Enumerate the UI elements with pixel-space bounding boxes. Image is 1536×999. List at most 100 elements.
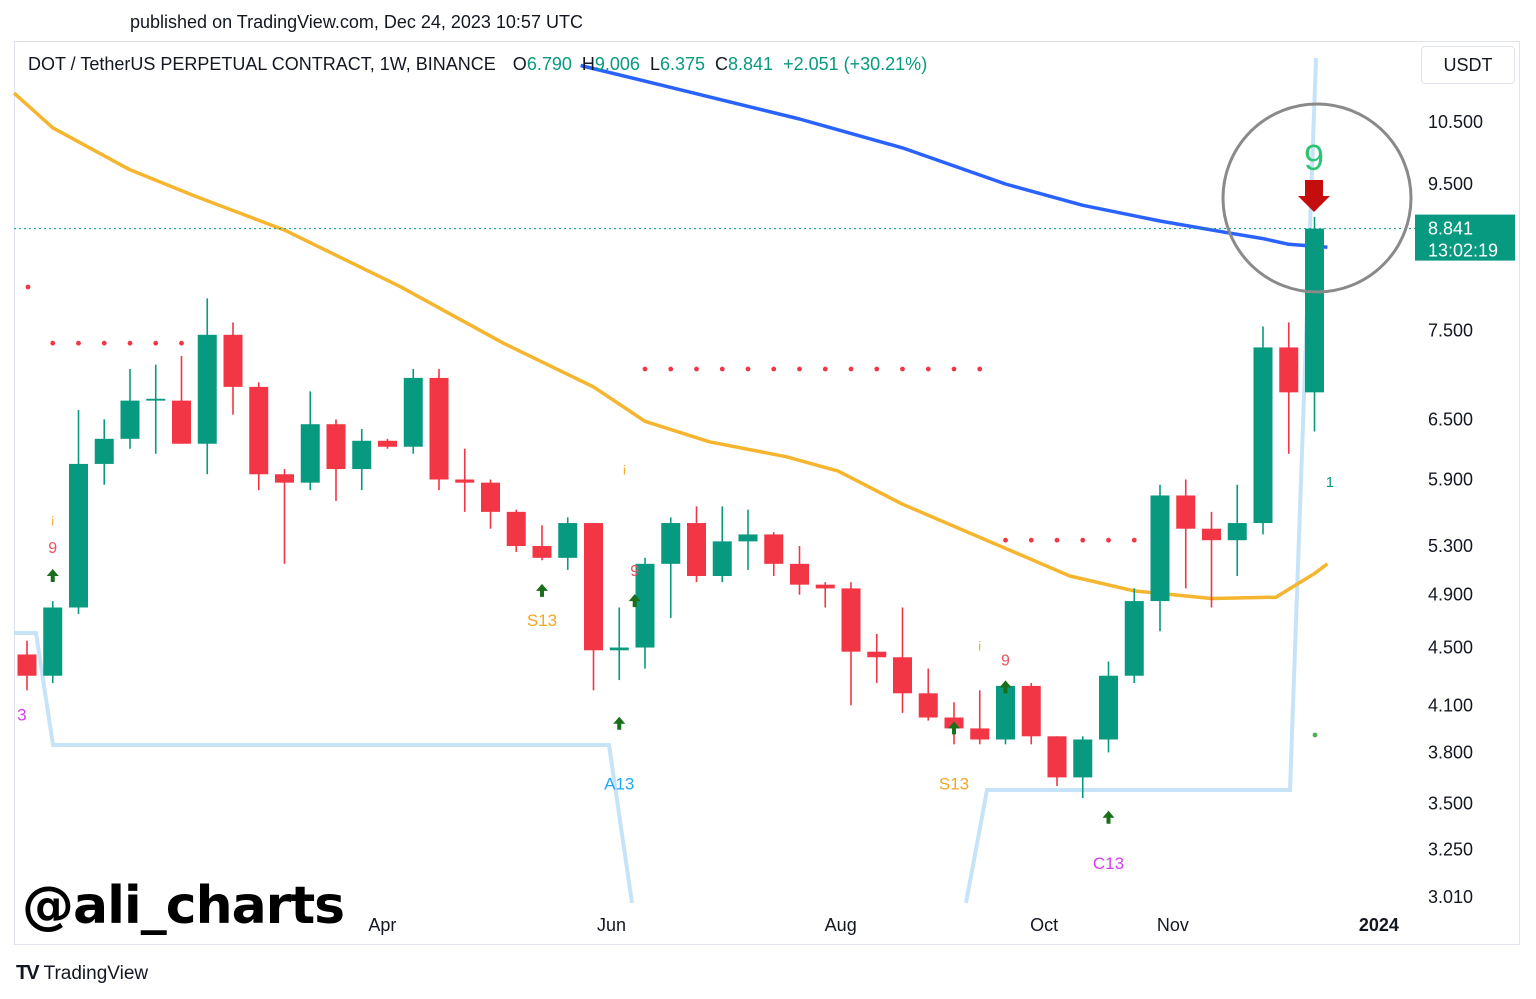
- ma-line-2: [580, 63, 1328, 249]
- x-tick-label: Jun: [597, 915, 626, 935]
- candles: [17, 217, 1324, 799]
- buy-arrow-icon: [1102, 810, 1115, 824]
- candle-down: [687, 523, 706, 577]
- resistance-dot: [1106, 537, 1111, 543]
- td-label: C13: [1093, 854, 1124, 873]
- price-badge: [1415, 214, 1515, 261]
- footer-brand: TV TradingView: [16, 962, 148, 985]
- resistance-dot: [1003, 537, 1008, 543]
- price-badge-value: 8.841: [1428, 219, 1473, 239]
- candle-up: [146, 398, 166, 401]
- candle-up: [197, 334, 217, 444]
- y-tick-label: 9.500: [1428, 174, 1473, 194]
- candle-down: [815, 584, 835, 589]
- resistance-dot: [127, 340, 133, 346]
- resistance-dots: [25, 284, 1318, 738]
- highlight-circle: [1221, 102, 1413, 294]
- candle-down: [275, 474, 294, 483]
- candle-down: [867, 651, 887, 658]
- resistance-dot: [694, 366, 699, 372]
- resistance-dot: [50, 340, 56, 346]
- candle-down: [918, 693, 938, 718]
- candle-down: [429, 377, 449, 480]
- candle-up: [558, 523, 578, 558]
- td-sequential-labels: 9 i S13 i 9 A13 S13 i 9 C13 1 3: [17, 462, 1334, 873]
- open-value: 6.790: [526, 54, 572, 74]
- x-tick-label: Oct: [1030, 915, 1058, 935]
- change-value: +2.051 (+30.21%): [783, 54, 928, 74]
- buy-arrow-icon: [613, 716, 626, 730]
- candle-down: [455, 479, 475, 483]
- candle-up: [1073, 739, 1093, 778]
- resistance-dot: [900, 366, 905, 372]
- candle-down: [249, 386, 269, 475]
- td-label: 9: [630, 563, 639, 580]
- candle-down: [790, 563, 809, 585]
- buy-arrow-icon: [628, 594, 641, 608]
- resistance-dot: [668, 366, 674, 372]
- candle-up: [712, 541, 732, 577]
- low-label: L: [649, 54, 660, 74]
- buy-arrow-icon: [948, 721, 960, 735]
- resistance-dot: [848, 366, 854, 372]
- buy-arrow-icon: [46, 569, 59, 583]
- resistance-dot: [771, 366, 777, 372]
- resistance-dot: [977, 366, 983, 372]
- open-label: O: [512, 54, 527, 74]
- candle-down: [223, 334, 243, 387]
- y-tick-label: 4.100: [1428, 695, 1473, 715]
- support-line-2: [964, 57, 1318, 904]
- resistance-dot: [76, 340, 81, 346]
- candle-up: [94, 438, 114, 464]
- candle-down: [506, 511, 526, 547]
- published-note: published on TradingView.com, Dec 24, 20…: [130, 12, 583, 32]
- tradingview-logo-icon: TV: [16, 962, 40, 984]
- candle-up: [738, 534, 758, 542]
- candle-up: [1124, 601, 1144, 676]
- candle-down: [584, 523, 603, 651]
- resistance-dot: [179, 340, 184, 346]
- candle-down: [172, 400, 191, 444]
- candle-down: [1047, 736, 1067, 778]
- high-value: 9.006: [594, 54, 640, 74]
- buy-arrow-icon: [536, 583, 548, 597]
- candle-up: [1253, 347, 1273, 524]
- candle-down: [1279, 347, 1299, 393]
- currency-button[interactable]: USDT: [1421, 46, 1515, 84]
- author-watermark: @ali_charts: [22, 876, 345, 936]
- symbol-title: DOT / TetherUS PERPETUAL CONTRACT, 1W, B…: [28, 54, 496, 74]
- td-label: i: [623, 462, 626, 477]
- td-label: i: [51, 513, 54, 528]
- td-label: 9: [48, 540, 57, 557]
- candle-down: [532, 546, 552, 558]
- y-tick-label: 6.500: [1428, 409, 1473, 429]
- close-label: C: [715, 54, 729, 74]
- resistance-dot: [925, 366, 931, 372]
- resistance-dot: [874, 366, 880, 372]
- support-dot: [1312, 732, 1318, 738]
- chart-frame: [14, 41, 1520, 945]
- td-label: S13: [527, 611, 557, 630]
- y-tick-label: 4.900: [1428, 585, 1473, 605]
- candle-up: [609, 647, 629, 651]
- axes: 10.500 9.500 7.500 6.500 5.900 5.300 4.900 4.50…: [14, 112, 1515, 935]
- resistance-dot: [153, 340, 159, 346]
- candle-down: [1021, 685, 1041, 737]
- resistance-dot: [797, 366, 802, 372]
- td-label: i: [978, 638, 981, 653]
- x-tick-label: Aug: [825, 915, 857, 935]
- y-tick-label: 3.500: [1428, 793, 1473, 813]
- resistance-dot: [1080, 537, 1086, 543]
- chart-header: DOT / TetherUS PERPETUAL CONTRACT, 1W, B…: [28, 54, 927, 75]
- resistance-dot: [101, 340, 107, 346]
- candle-down: [481, 482, 500, 512]
- candle-down: [970, 728, 990, 740]
- resistance-dot: [822, 366, 828, 372]
- candle-down: [17, 654, 37, 676]
- candle-up: [352, 440, 372, 470]
- moving-averages: [12, 63, 1329, 601]
- resistance-dot: [1054, 537, 1060, 543]
- low-value: 6.375: [659, 54, 705, 74]
- brand-name: TradingView: [43, 962, 149, 984]
